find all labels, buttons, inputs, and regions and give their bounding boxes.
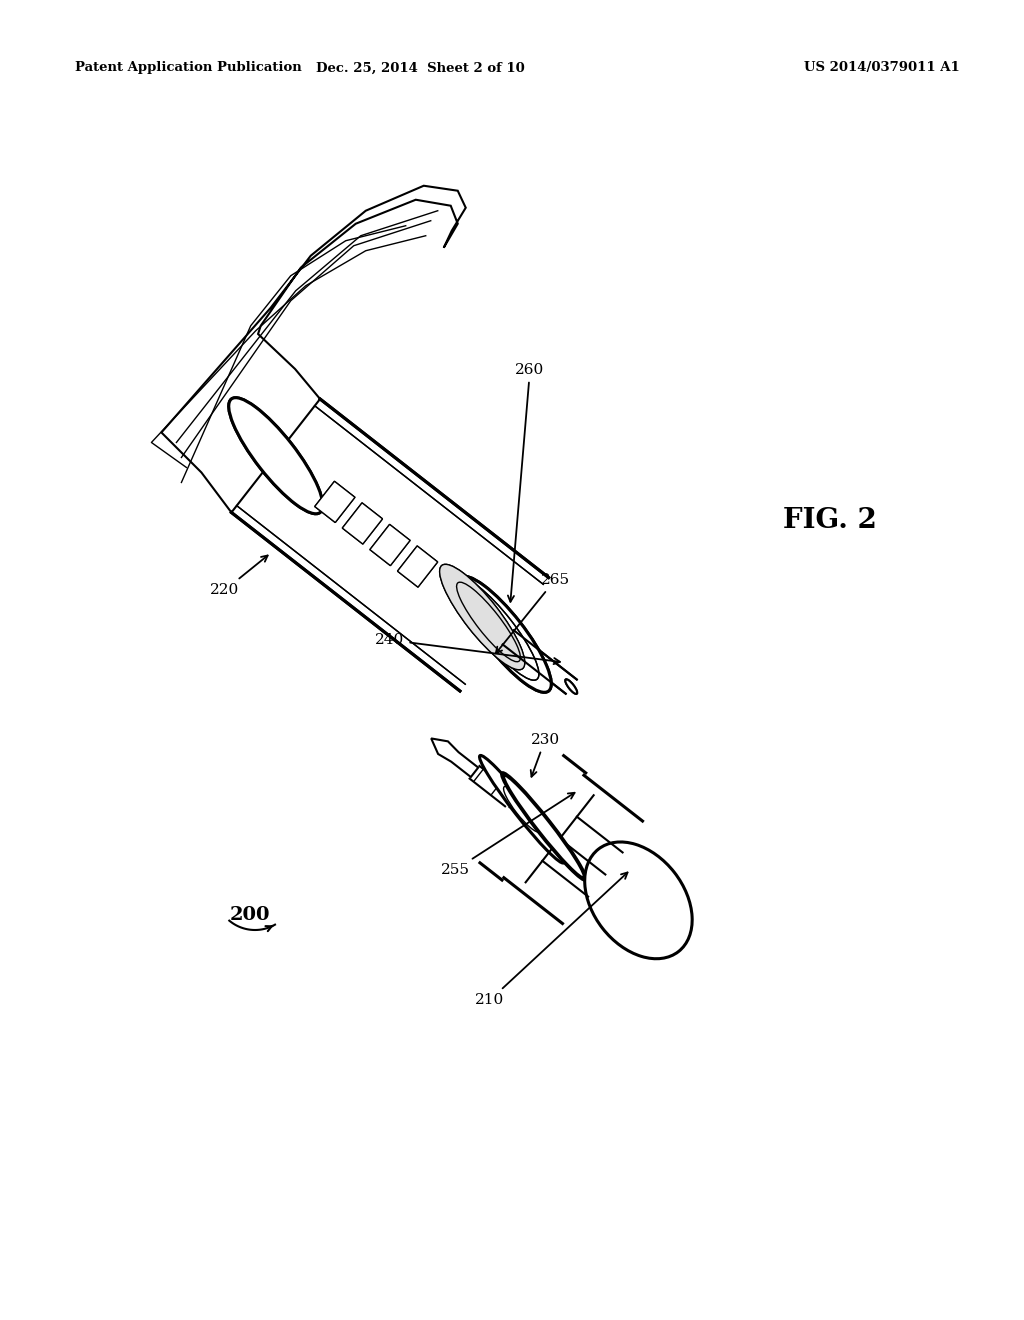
Polygon shape (162, 186, 466, 512)
Text: Patent Application Publication: Patent Application Publication (75, 62, 302, 74)
Ellipse shape (479, 755, 564, 863)
Ellipse shape (585, 842, 692, 958)
Text: 255: 255 (440, 793, 574, 876)
Polygon shape (370, 524, 410, 565)
Polygon shape (397, 546, 437, 587)
Ellipse shape (458, 577, 551, 692)
Ellipse shape (504, 775, 585, 878)
Ellipse shape (502, 772, 586, 880)
Text: 260: 260 (508, 363, 545, 602)
Text: 240: 240 (376, 634, 560, 664)
Ellipse shape (228, 397, 323, 513)
Polygon shape (431, 738, 478, 777)
Text: US 2014/0379011 A1: US 2014/0379011 A1 (804, 62, 961, 74)
Text: 210: 210 (475, 873, 628, 1007)
Text: FIG. 2: FIG. 2 (783, 507, 877, 533)
Polygon shape (342, 503, 383, 544)
Text: 220: 220 (210, 556, 267, 597)
Text: 200: 200 (230, 906, 270, 924)
Ellipse shape (439, 565, 524, 669)
Ellipse shape (565, 680, 578, 694)
Text: 230: 230 (530, 733, 559, 776)
Polygon shape (314, 482, 355, 523)
Ellipse shape (565, 680, 578, 694)
Ellipse shape (228, 397, 323, 513)
Text: 265: 265 (496, 573, 569, 653)
Ellipse shape (439, 565, 524, 669)
Text: Dec. 25, 2014  Sheet 2 of 10: Dec. 25, 2014 Sheet 2 of 10 (315, 62, 524, 74)
Ellipse shape (458, 577, 551, 692)
